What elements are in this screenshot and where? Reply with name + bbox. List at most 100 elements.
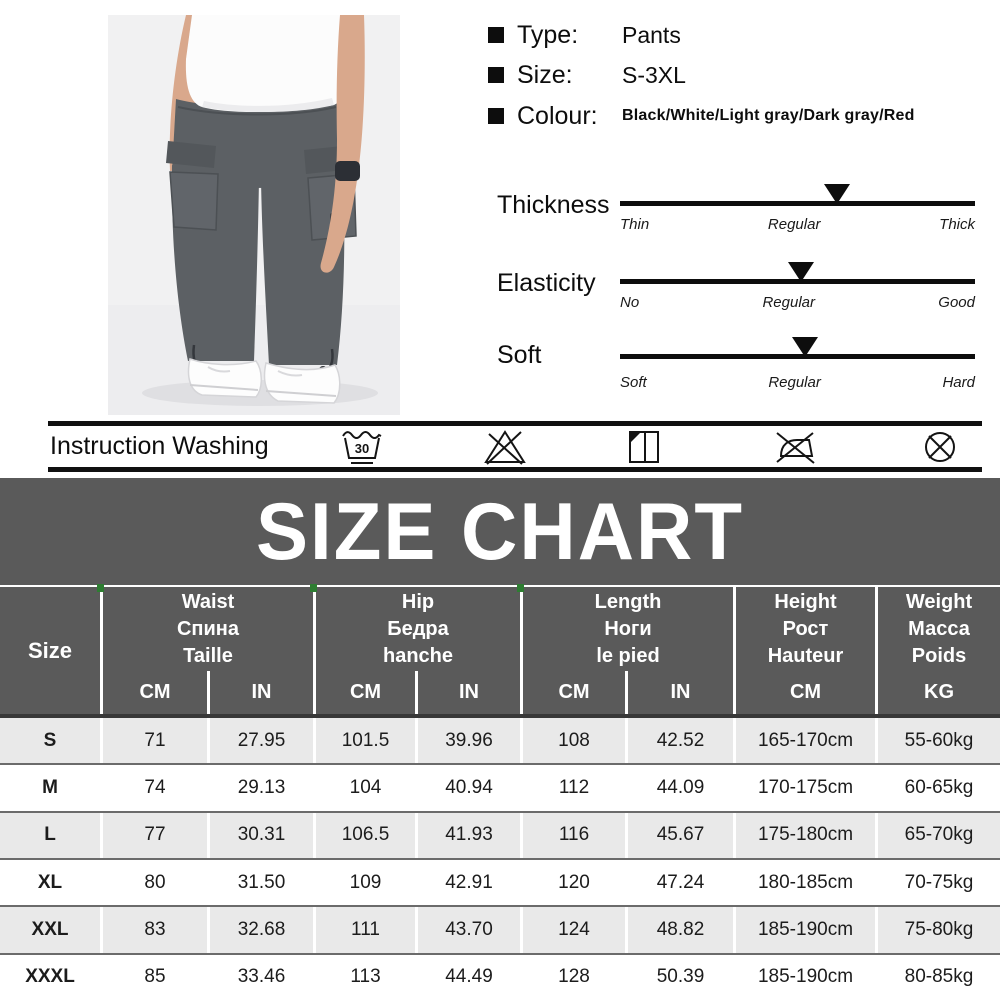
slider-scale-soft: Soft Regular Hard (620, 374, 975, 391)
size-table-header: Size Waist Спина Taille Hip Бедра hanche… (0, 585, 1000, 718)
slider-track-elasticity (620, 262, 975, 284)
unit-header: CM (733, 671, 875, 714)
slider-marker-icon (788, 262, 815, 282)
table-cell: 29.13 (207, 765, 313, 811)
unit-header: KG (875, 671, 1000, 714)
table-cell: 185-190cm (733, 954, 875, 1000)
slider-label-thickness: Thickness (497, 191, 610, 219)
sneakers (187, 358, 341, 404)
header-line-en: Waist (181, 590, 235, 613)
header-line-en: Hip (401, 590, 435, 613)
scale-mid: Regular (762, 294, 815, 311)
table-cell: 55-60kg (875, 718, 1000, 764)
table-cell: 104 (313, 765, 415, 811)
table-cell: 39.96 (415, 718, 520, 764)
do-not-iron-icon (776, 431, 815, 464)
size-chart-banner: SIZE CHART (0, 478, 1000, 585)
spec-row-type: Type: Pants (488, 19, 681, 51)
table-cell: 44.49 (415, 954, 520, 1000)
spec-value: S-3XL (622, 61, 686, 88)
green-tick-marker (517, 584, 524, 592)
scale-mid: Regular (767, 216, 821, 233)
header-line-fr: Hauteur (767, 644, 844, 667)
table-cell: 74 (100, 765, 207, 811)
header-weight: Weight Масса Poids (875, 587, 1000, 671)
table-cell: 71 (100, 718, 207, 764)
table-cell: 50.39 (625, 954, 733, 1000)
table-cell: 116 (520, 812, 625, 858)
table-cell: 31.50 (207, 859, 313, 906)
unit-header: CM (100, 671, 207, 714)
spec-label: Colour: (517, 101, 598, 130)
header-line-ru: Спина (176, 617, 240, 640)
table-row: XXXL 85 33.46 113 44.49 128 50.39 185-190cm 80-8… (0, 952, 1000, 1000)
bullet-square-icon (488, 108, 504, 124)
table-cell: 70-75kg (875, 859, 1000, 906)
slider-track-thickness (620, 184, 975, 206)
table-cell: 113 (313, 954, 415, 1000)
table-cell: 42.91 (415, 859, 520, 906)
size-chart-title: SIZE CHART (256, 485, 744, 577)
size-cell: M (42, 776, 58, 798)
table-cell: 120 (520, 859, 625, 906)
slider-scale-thickness: Thin Regular Thick (620, 216, 975, 233)
slider-marker-icon (791, 337, 818, 357)
table-cell: 165-170cm (733, 718, 875, 764)
table-cell: 180-185cm (733, 859, 875, 906)
bullet-square-icon (488, 67, 504, 83)
scale-left: No (620, 294, 640, 311)
table-row: M 74 29.13 104 40.94 112 44.09 170-175cm 60-65kg (0, 763, 1000, 811)
table-cell: 32.68 (207, 907, 313, 953)
slider-label-soft: Soft (497, 341, 542, 369)
table-cell: 175-180cm (733, 812, 875, 858)
table-row: XL 80 31.50 109 42.91 120 47.24 180-185cm 70-75k… (0, 857, 1000, 906)
table-cell: 45.67 (625, 812, 733, 858)
table-cell: 43.70 (415, 907, 520, 953)
green-tick-marker (310, 584, 317, 592)
spec-row-colour: Colour: Black/White/Light gray/Dark gray… (488, 100, 915, 132)
table-cell: 85 (100, 954, 207, 1000)
header-line-ru: Рост (782, 617, 829, 640)
table-cell: 109 (313, 859, 415, 906)
table-cell: 48.82 (625, 907, 733, 953)
header-line-ru: Ноги (604, 617, 652, 640)
header-line-fr: Poids (911, 644, 967, 667)
table-row: S 71 27.95 101.5 39.96 108 42.52 165-170cm 55-60… (0, 718, 1000, 764)
header-line-en: Length (594, 590, 662, 613)
spec-row-size: Size: S-3XL (488, 59, 686, 91)
spec-label: Type: (517, 20, 579, 49)
table-cell: 124 (520, 907, 625, 953)
header-line-en: Weight (905, 590, 973, 613)
table-cell: 185-190cm (733, 907, 875, 953)
washing-title: Instruction Washing (50, 432, 269, 460)
slider-track-soft (620, 337, 975, 359)
size-cell: XXXL (25, 966, 75, 988)
unit-header: IN (207, 671, 313, 714)
do-not-dry-clean-icon (925, 431, 955, 462)
table-cell: 47.24 (625, 859, 733, 906)
table-row: L 77 30.31 106.5 41.93 116 45.67 175-180cm 65-70… (0, 810, 1000, 858)
table-cell: 40.94 (415, 765, 520, 811)
header-line-fr: hanche (382, 644, 454, 667)
scale-right: Thick (939, 216, 975, 233)
header-line-ru: Бедра (387, 617, 449, 640)
unit-header: IN (625, 671, 733, 714)
header-line-fr: Taille (183, 644, 233, 667)
table-cell: 106.5 (313, 812, 415, 858)
header-line-fr: le pied (596, 644, 660, 667)
unit-header: CM (313, 671, 415, 714)
spec-label: Size: (517, 60, 573, 89)
wash-temperature: 30 (355, 441, 369, 456)
scale-left: Thin (620, 216, 650, 233)
slider-label-elasticity: Elasticity (497, 269, 596, 297)
scale-right: Good (938, 294, 975, 311)
table-cell: 80 (100, 859, 207, 906)
table-cell: 65-70kg (875, 812, 1000, 858)
size-cell: XXL (31, 918, 69, 940)
header-hip: Hip Бедра hanche (313, 587, 520, 671)
slider-marker-icon (823, 184, 850, 204)
table-cell: 112 (520, 765, 625, 811)
table-cell: 170-175cm (733, 765, 875, 811)
header-line-ru: Масса (908, 617, 970, 640)
